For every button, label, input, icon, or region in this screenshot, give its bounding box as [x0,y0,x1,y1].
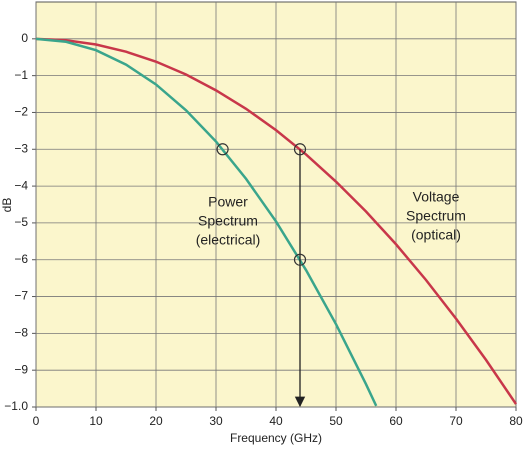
x-axis-label: Frequency (GHz) [230,431,322,445]
marker [293,253,307,266]
y-tick-label: −5 [14,215,28,229]
y-tick-label: −1.0 [4,399,28,413]
y-axis-label: dB [0,198,14,213]
y-tick-label: −8 [14,326,28,340]
x-tick-label: 20 [149,414,163,428]
x-tick-label: 10 [89,414,103,428]
x-tick-label: 80 [509,414,523,428]
line [35,37,518,405]
y-tick-label: −4 [14,178,28,192]
y-tick-label: 0 [21,31,28,45]
y-tick-label: −1 [14,68,28,82]
annotation: Power [208,194,248,210]
annotation: (electrical) [196,232,261,248]
x-tick-label: 50 [329,414,343,428]
x-tick-label: 40 [269,414,283,428]
annotation: Spectrum [198,213,258,229]
x-tick-label: 70 [449,414,463,428]
y-tick-label: −3 [14,141,28,155]
x-tick-label: 60 [389,414,403,428]
y-tick-label: −9 [14,362,28,376]
marker [216,143,229,156]
annotation: (optical) [411,227,461,243]
line [35,37,378,407]
annotation: Voltage [413,189,460,205]
x-tick-label: 0 [33,414,40,428]
y-tick-label: −2 [14,105,28,119]
y-tick-label: −7 [14,289,28,303]
y-tick-label: −6 [14,252,28,266]
x-tick-label: 30 [209,414,223,428]
marker [293,143,307,156]
annotation: Spectrum [406,208,466,224]
